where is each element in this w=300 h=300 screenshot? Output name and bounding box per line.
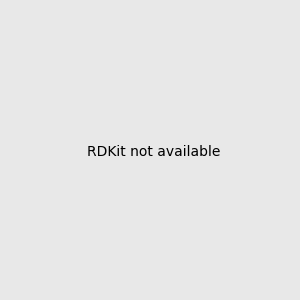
Text: RDKit not available: RDKit not available (87, 145, 220, 158)
